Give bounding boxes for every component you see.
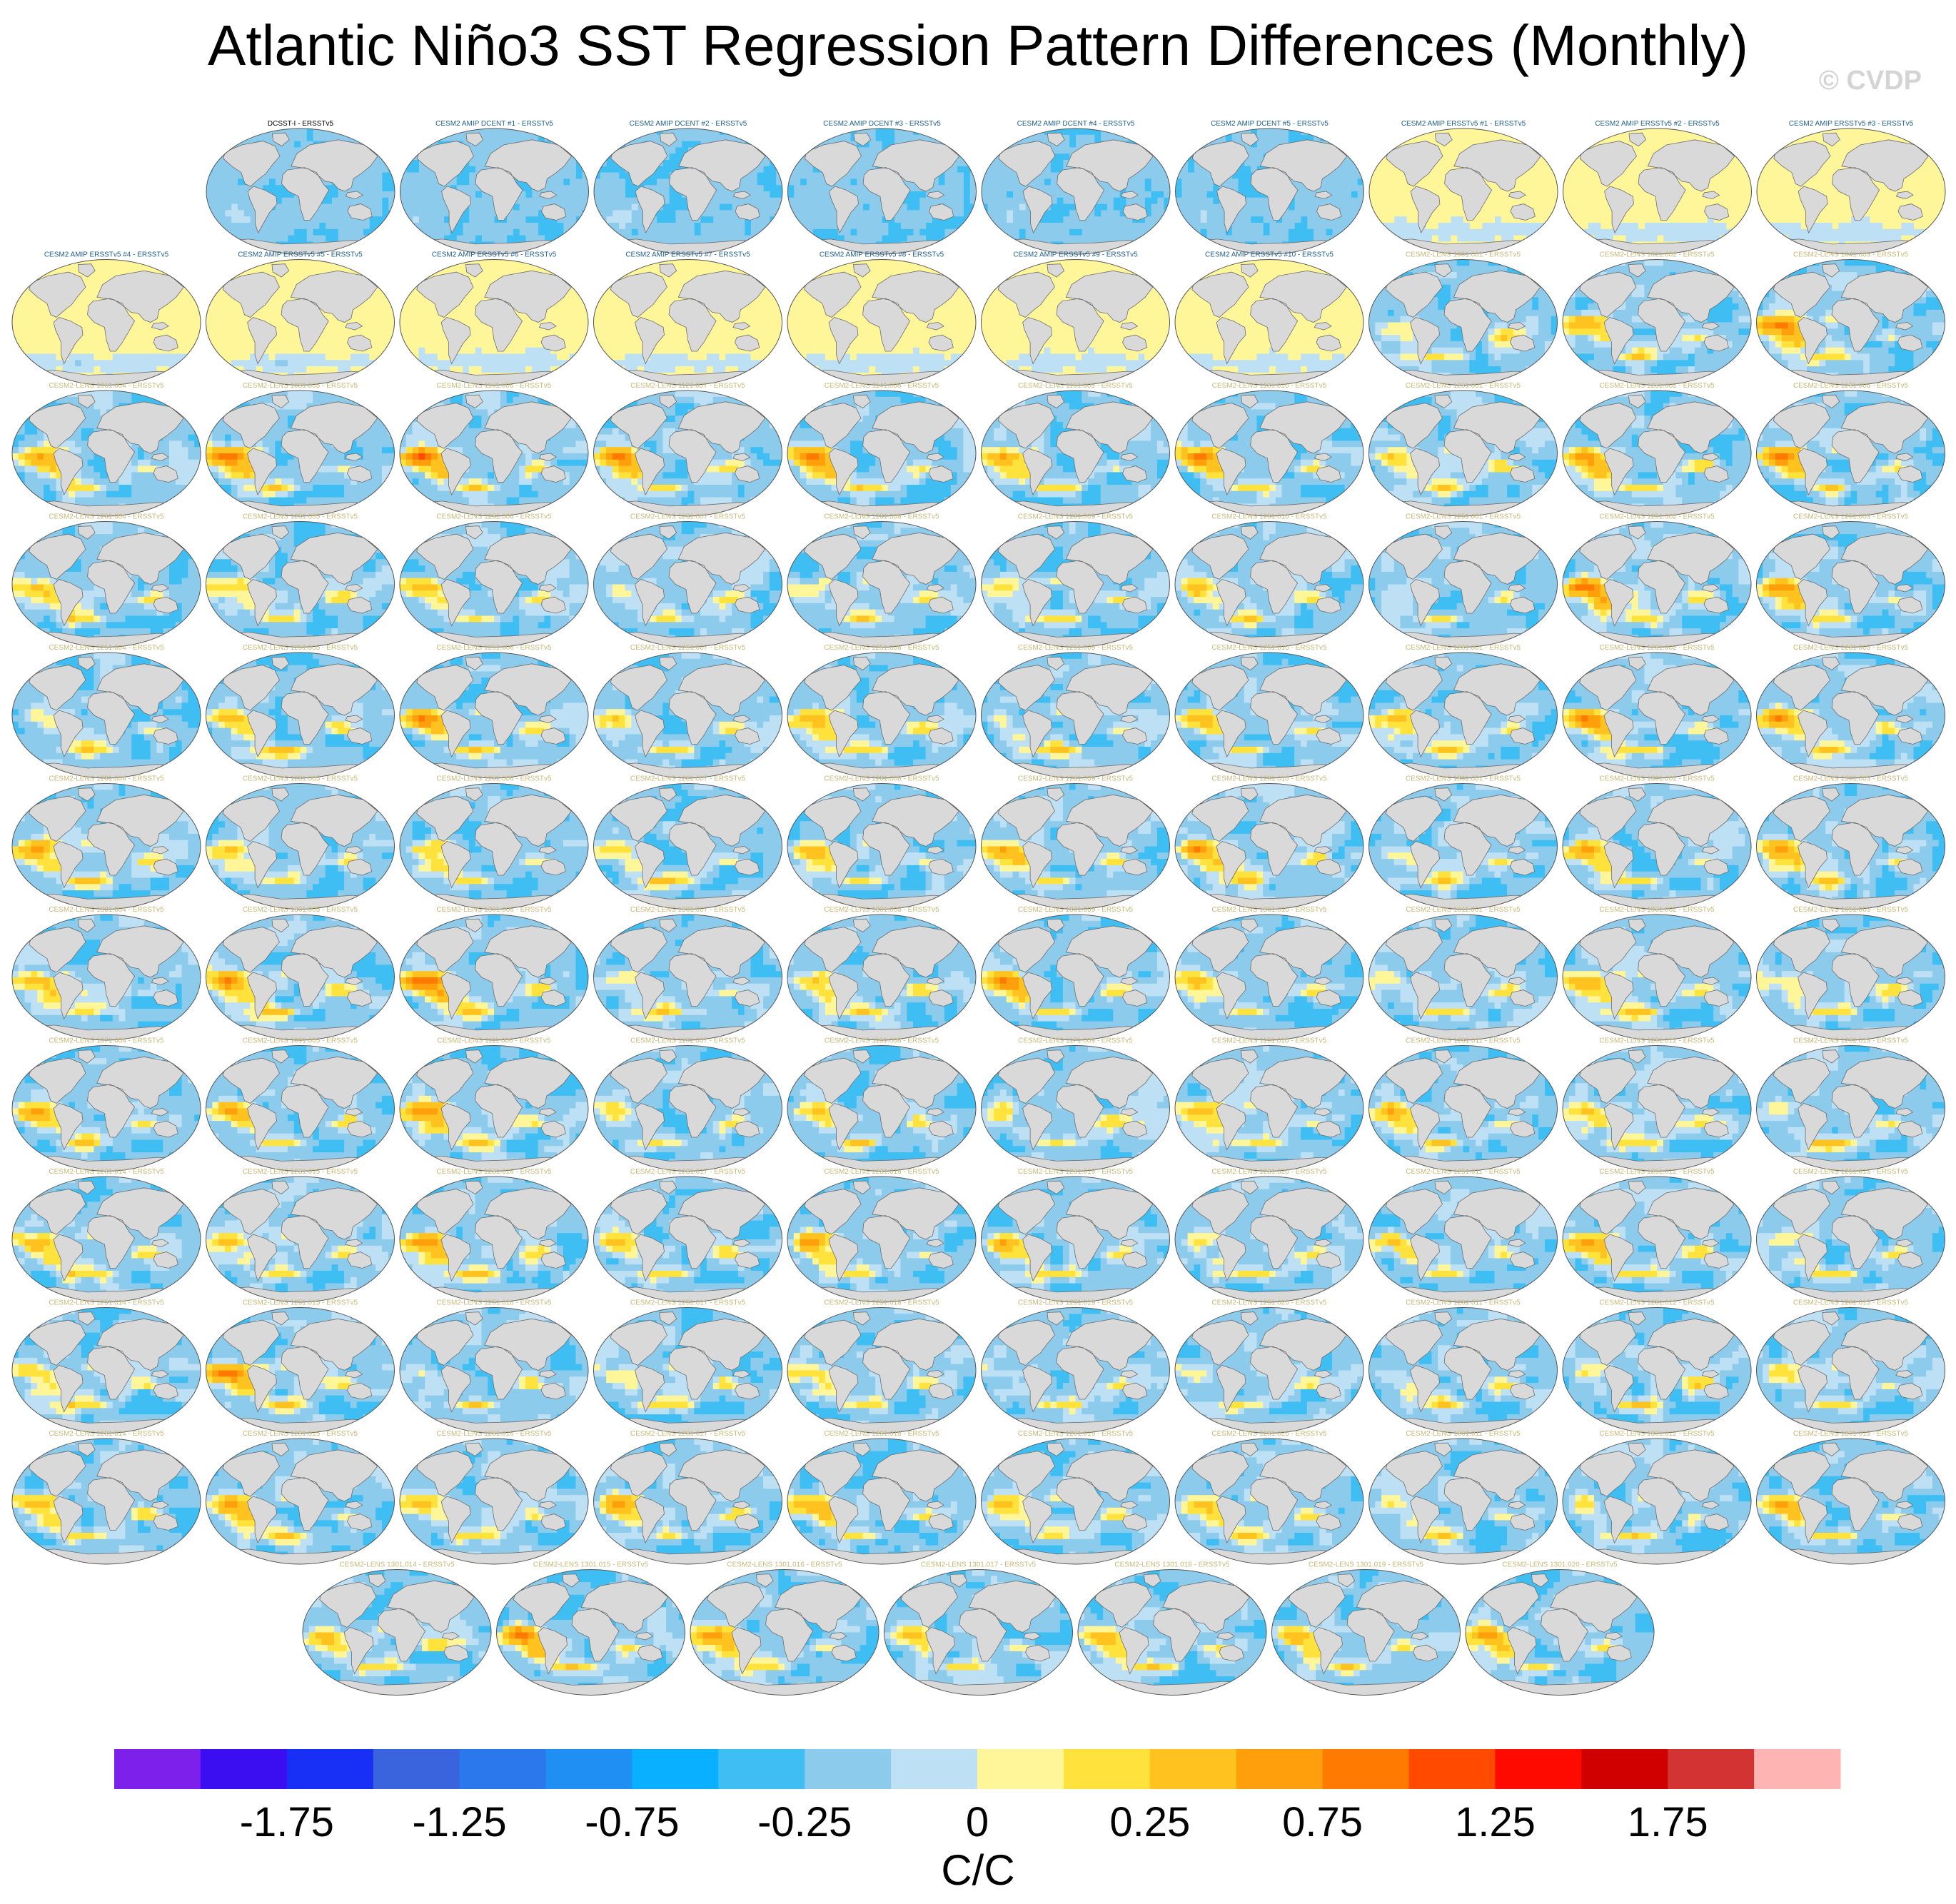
- colorbar-tick-label: -1.75: [240, 1799, 334, 1845]
- colorbar-tick-label: 0.25: [1109, 1799, 1190, 1845]
- colorbar-box: [1581, 1749, 1668, 1789]
- colorbar-box: [1754, 1749, 1840, 1789]
- colorbar-box: [460, 1749, 546, 1789]
- colorbar-box: [1323, 1749, 1409, 1789]
- colorbar-box: [632, 1749, 718, 1789]
- colorbar-box: [201, 1749, 287, 1789]
- colorbar-box: [1495, 1749, 1581, 1789]
- colorbar-tick-label: 1.75: [1628, 1799, 1708, 1845]
- colorbar-tick-label: -0.25: [757, 1799, 852, 1845]
- colorbar-tick-label: 0.75: [1282, 1799, 1363, 1845]
- colorbar-box: [805, 1749, 891, 1789]
- colorbar-box: [977, 1749, 1064, 1789]
- colorbar-tick-label: -1.25: [412, 1799, 506, 1845]
- colorbar-tick-label: 0: [966, 1799, 989, 1845]
- colorbar-box: [1064, 1749, 1150, 1789]
- colorbar-box: [287, 1749, 373, 1789]
- colorbar-tick-label: 1.25: [1455, 1799, 1536, 1845]
- colorbar-box: [1150, 1749, 1236, 1789]
- colorbar-box: [546, 1749, 632, 1789]
- colorbar-box: [373, 1749, 460, 1789]
- colorbar-box: [1409, 1749, 1496, 1789]
- colorbar-box: [1668, 1749, 1754, 1789]
- colorbar-units-label: C/C: [941, 1846, 1014, 1894]
- colorbar-box: [114, 1749, 201, 1789]
- colorbar-box: [718, 1749, 805, 1789]
- colorbar-box: [1236, 1749, 1323, 1789]
- colorbar-tick-label: -0.75: [585, 1799, 679, 1845]
- colorbar-box: [891, 1749, 977, 1789]
